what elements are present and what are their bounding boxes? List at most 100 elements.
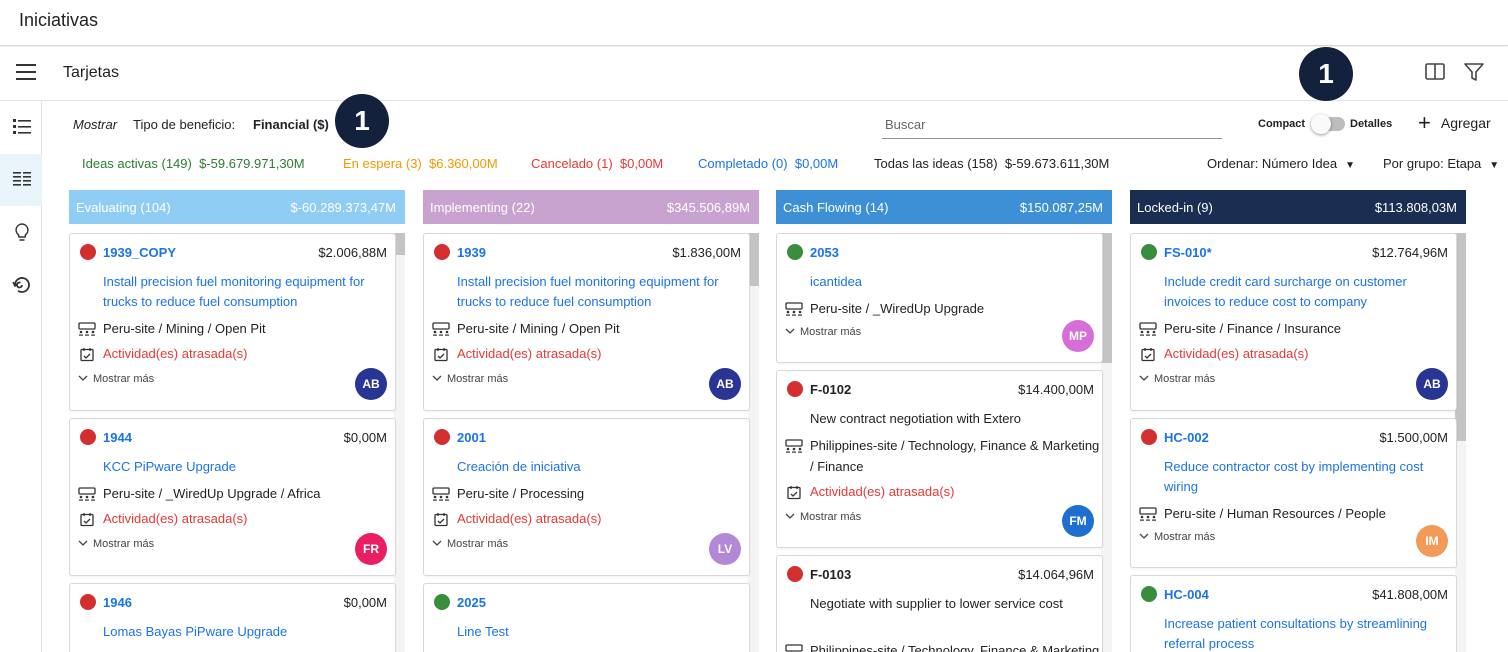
menu-icon[interactable]	[16, 64, 36, 80]
column-header[interactable]: Evaluating (104) $-60.289.373,47M	[69, 190, 405, 224]
idea-title[interactable]: KCC PiPware Upgrade	[103, 459, 236, 474]
idea-card[interactable]: FS-010* $12.764,96M Include credit card su…	[1130, 233, 1457, 411]
add-button[interactable]: + Agregar	[1418, 112, 1491, 134]
sidebar	[0, 101, 42, 652]
overdue-activity[interactable]: Actividad(es) atrasada(s)	[103, 346, 248, 361]
idea-card[interactable]: 2025 Line Test	[423, 583, 750, 652]
avatar[interactable]: AB	[709, 368, 741, 400]
avatar[interactable]: AB	[355, 368, 387, 400]
scrollbar-thumb[interactable]	[394, 233, 405, 255]
show-more-toggle[interactable]: Mostrar más	[1139, 531, 1215, 543]
idea-title[interactable]: Install precision fuel monitoring equipm…	[457, 274, 719, 309]
idea-title[interactable]: icantidea	[810, 274, 863, 289]
show-more-toggle[interactable]: Mostrar más	[785, 511, 861, 523]
show-more-toggle[interactable]: Mostrar más	[78, 538, 154, 550]
idea-card[interactable]: 2053 icantidea Peru-site / _WiredUp Upgrad…	[776, 233, 1103, 363]
idea-card[interactable]: 1939_COPY $2.006,88M Install precision fue…	[69, 233, 396, 411]
idea-card[interactable]: 1946 $0,00M Lomas Bayas PiPware Upgrade	[69, 583, 396, 652]
idea-card[interactable]: HC-002 $1.500,00M Reduce contractor cost b…	[1130, 418, 1457, 568]
avatar[interactable]: MP	[1062, 320, 1094, 352]
avatar[interactable]: FR	[355, 533, 387, 565]
chevron-down-icon	[432, 373, 442, 385]
list-icon	[13, 119, 31, 134]
idea-title[interactable]: Lomas Bayas PiPware Upgrade	[103, 624, 288, 639]
avatar[interactable]: LV	[709, 533, 741, 565]
avatar[interactable]: IM	[1416, 525, 1448, 557]
idea-id[interactable]: 2053	[810, 245, 839, 260]
org-tree-icon	[432, 487, 450, 506]
overdue-activity[interactable]: Actividad(es) atrasada(s)	[810, 484, 955, 499]
overdue-activity[interactable]: Actividad(es) atrasada(s)	[457, 511, 602, 526]
benefit-type-label: Tipo de beneficio:	[133, 117, 236, 132]
show-more-toggle[interactable]: Mostrar más	[78, 373, 154, 385]
stat-onhold[interactable]: En espera (3) $6.360,00M	[343, 156, 498, 171]
idea-title[interactable]: New contract negotiation with Extero	[810, 411, 1021, 426]
mostrar-label: Mostrar	[73, 117, 118, 132]
column-header[interactable]: Cash Flowing (14) $150.087,25M	[776, 190, 1112, 224]
idea-id[interactable]: 2025	[457, 595, 486, 610]
chevron-down-icon	[785, 511, 795, 523]
idea-card[interactable]: F-0103 $14.064,96M Negotiate with supplier…	[776, 555, 1103, 652]
idea-title[interactable]: Reduce contractor cost by implementing c…	[1164, 459, 1424, 494]
sidebar-refresh[interactable]	[0, 260, 42, 312]
column-total: $-60.289.373,47M	[290, 200, 396, 215]
idea-id[interactable]: HC-004	[1164, 587, 1209, 602]
scrollbar[interactable]	[1455, 233, 1466, 652]
scrollbar-thumb[interactable]	[1455, 233, 1466, 441]
idea-title[interactable]: Line Test	[457, 624, 509, 639]
idea-card[interactable]: HC-004 $41.808,00M Increase patient consul…	[1130, 575, 1457, 652]
show-more-toggle[interactable]: Mostrar más	[432, 538, 508, 550]
idea-id[interactable]: 1946	[103, 595, 132, 610]
idea-id[interactable]: 2001	[457, 430, 486, 445]
avatar[interactable]: FM	[1062, 505, 1094, 537]
overdue-activity[interactable]: Actividad(es) atrasada(s)	[457, 346, 602, 361]
sidebar-ideas[interactable]	[0, 207, 42, 259]
overdue-activity[interactable]: Actividad(es) atrasada(s)	[103, 511, 248, 526]
idea-title[interactable]: Increase patient consultations by stream…	[1164, 616, 1428, 651]
stat-completed[interactable]: Completado (0) $0,00M	[698, 156, 839, 171]
benefit-type-select[interactable]: Financial ($)	[253, 117, 329, 132]
show-more-toggle[interactable]: Mostrar más	[785, 326, 861, 338]
view-toolbar: Tarjetas	[0, 47, 1508, 101]
idea-card[interactable]: 2001 Creación de iniciativa Peru-site / Pr…	[423, 418, 750, 576]
idea-title[interactable]: Install precision fuel monitoring equipm…	[103, 274, 365, 309]
idea-id[interactable]: F-0102	[810, 382, 852, 397]
column-header[interactable]: Implementing (22) $345.506,89M	[423, 190, 759, 224]
overdue-activity[interactable]: Actividad(es) atrasada(s)	[1164, 346, 1309, 361]
sort-select[interactable]: Ordenar: Número Idea ▼	[1207, 156, 1355, 171]
idea-id[interactable]: F-0103	[810, 567, 852, 582]
idea-card[interactable]: 1939 $1.836,00M Install precision fuel mon…	[423, 233, 750, 411]
stat-cancelled[interactable]: Cancelado (1) $0,00M	[531, 156, 664, 171]
status-dot-icon	[1141, 429, 1157, 445]
sidebar-list-view[interactable]	[0, 101, 42, 153]
stat-active[interactable]: Ideas activas (149) $-59.679.971,30M	[82, 156, 305, 171]
idea-title[interactable]: Creación de iniciativa	[457, 459, 581, 474]
columns-icon[interactable]	[1424, 61, 1448, 85]
show-more-toggle[interactable]: Mostrar más	[432, 373, 508, 385]
column-header[interactable]: Locked-in (9) $113.808,03M	[1130, 190, 1466, 224]
scrollbar[interactable]	[748, 233, 759, 652]
scrollbar[interactable]	[394, 233, 405, 652]
idea-title[interactable]: Negotiate with supplier to lower service…	[810, 596, 1063, 611]
idea-id[interactable]: FS-010*	[1164, 245, 1212, 260]
view-toggle[interactable]	[1311, 114, 1345, 134]
stat-all[interactable]: Todas las ideas (158) $-59.673.611,30M	[874, 156, 1110, 171]
lightbulb-icon	[15, 223, 29, 241]
idea-id[interactable]: 1939	[457, 245, 486, 260]
idea-location: Peru-site / Mining / Open Pit	[103, 321, 266, 336]
scrollbar-thumb[interactable]	[748, 233, 759, 286]
sidebar-cards-view[interactable]	[0, 154, 42, 206]
idea-card[interactable]: 1944 $0,00M KCC PiPware Upgrade Peru-site /…	[69, 418, 396, 576]
idea-card[interactable]: F-0102 $14.400,00M New contract negotiatio…	[776, 370, 1103, 548]
group-select[interactable]: Por grupo: Etapa ▼	[1383, 156, 1500, 171]
scrollbar-thumb[interactable]	[1101, 233, 1112, 363]
avatar[interactable]: AB	[1416, 368, 1448, 400]
idea-id[interactable]: 1944	[103, 430, 132, 445]
scrollbar[interactable]	[1101, 233, 1112, 652]
show-more-toggle[interactable]: Mostrar más	[1139, 373, 1215, 385]
idea-id[interactable]: HC-002	[1164, 430, 1209, 445]
search-input[interactable]	[882, 111, 1222, 137]
filter-icon[interactable]	[1463, 61, 1487, 85]
idea-id[interactable]: 1939_COPY	[103, 245, 176, 260]
idea-title[interactable]: Include credit card surcharge on custome…	[1164, 274, 1407, 309]
